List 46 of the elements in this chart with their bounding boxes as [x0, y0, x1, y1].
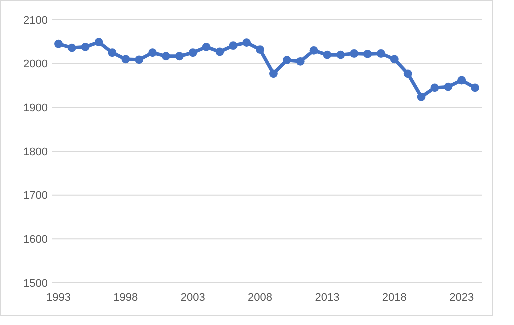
point [148, 48, 157, 58]
point [404, 70, 412, 78]
point [256, 46, 264, 54]
point [81, 42, 90, 52]
point [310, 46, 318, 55]
point [430, 84, 440, 92]
point [282, 56, 292, 65]
point [444, 82, 453, 92]
point [94, 38, 104, 47]
x-tick-label: 2018 [382, 292, 407, 304]
point [350, 50, 359, 58]
point [458, 76, 466, 85]
y-tick-label: 2000 [24, 58, 48, 71]
y-tick-label: 2100 [24, 14, 48, 27]
point [108, 48, 117, 58]
y-tick-label: 1900 [24, 102, 48, 115]
point [175, 52, 184, 61]
x-tick-label: 2013 [315, 292, 340, 304]
y-tick-label: 1700 [24, 190, 48, 202]
point [471, 84, 480, 92]
point [417, 92, 426, 102]
x-tick-label: 1993 [46, 292, 71, 304]
point [162, 52, 170, 61]
point [242, 38, 252, 47]
point [229, 42, 238, 50]
x-tick-label: 1998 [114, 292, 138, 304]
point [122, 55, 130, 64]
point [270, 70, 278, 78]
point [336, 50, 346, 60]
point [54, 40, 63, 48]
y-tick-label: 1500 [24, 278, 48, 290]
point [135, 56, 144, 64]
point [202, 42, 211, 52]
y-tick-label: 1800 [24, 146, 48, 158]
point [364, 50, 372, 58]
x-tick-label: 2023 [450, 292, 474, 304]
point [68, 44, 76, 52]
point [216, 48, 224, 56]
y-tick-label: 1600 [24, 234, 48, 246]
x-tick-label: 2008 [248, 292, 273, 304]
point [188, 48, 198, 58]
point [296, 57, 305, 66]
point [323, 50, 332, 60]
point [390, 55, 399, 64]
point [377, 50, 386, 58]
x-tick-label: 2003 [180, 292, 206, 304]
